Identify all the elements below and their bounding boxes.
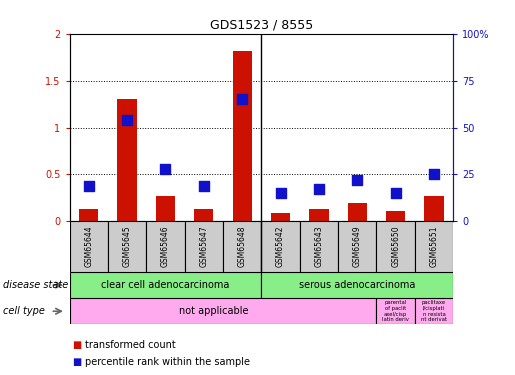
Text: GSM65646: GSM65646 bbox=[161, 225, 170, 267]
Bar bbox=[261, 272, 453, 298]
Text: clear cell adenocarcinoma: clear cell adenocarcinoma bbox=[101, 280, 230, 290]
Point bbox=[238, 96, 246, 102]
Text: transformed count: transformed count bbox=[85, 340, 176, 350]
Text: paclitaxe
l/cisplati
n resista
nt derivat: paclitaxe l/cisplati n resista nt deriva… bbox=[421, 300, 447, 322]
Text: GSM65648: GSM65648 bbox=[238, 225, 247, 267]
Bar bbox=[415, 298, 453, 324]
Bar bbox=[300, 221, 338, 272]
Text: cell type: cell type bbox=[3, 306, 44, 316]
Text: GSM65642: GSM65642 bbox=[276, 225, 285, 267]
Bar bbox=[261, 221, 300, 272]
Point bbox=[277, 190, 285, 196]
Bar bbox=[184, 221, 223, 272]
Text: GSM65651: GSM65651 bbox=[430, 225, 438, 267]
Point bbox=[353, 177, 362, 183]
Bar bbox=[194, 209, 213, 221]
Bar bbox=[70, 272, 261, 298]
Bar bbox=[424, 196, 443, 221]
Point bbox=[84, 183, 93, 189]
Bar bbox=[233, 51, 252, 221]
Bar bbox=[156, 196, 175, 221]
Bar bbox=[108, 221, 146, 272]
Text: serous adenocarcinoma: serous adenocarcinoma bbox=[299, 280, 416, 290]
Text: GSM65649: GSM65649 bbox=[353, 225, 362, 267]
Text: percentile rank within the sample: percentile rank within the sample bbox=[85, 357, 250, 367]
Text: not applicable: not applicable bbox=[179, 306, 248, 316]
Text: GSM65645: GSM65645 bbox=[123, 225, 131, 267]
Text: disease state: disease state bbox=[3, 280, 68, 290]
Bar bbox=[338, 221, 376, 272]
Bar bbox=[117, 99, 136, 221]
Text: ■: ■ bbox=[72, 340, 81, 350]
Point bbox=[200, 183, 208, 189]
Title: GDS1523 / 8555: GDS1523 / 8555 bbox=[210, 18, 313, 31]
Bar bbox=[146, 221, 184, 272]
Text: GSM65650: GSM65650 bbox=[391, 225, 400, 267]
Point bbox=[161, 166, 169, 172]
Point bbox=[391, 190, 400, 196]
Text: ■: ■ bbox=[72, 357, 81, 367]
Text: GSM65643: GSM65643 bbox=[315, 225, 323, 267]
Bar bbox=[79, 209, 98, 221]
Text: parental
of paclit
axel/cisp
latin deriv: parental of paclit axel/cisp latin deriv bbox=[382, 300, 409, 322]
Bar bbox=[310, 209, 329, 221]
Text: GSM65644: GSM65644 bbox=[84, 225, 93, 267]
Text: GSM65647: GSM65647 bbox=[199, 225, 208, 267]
Point bbox=[315, 186, 323, 192]
Bar bbox=[348, 202, 367, 221]
Point bbox=[123, 117, 131, 123]
Bar bbox=[70, 221, 108, 272]
Bar bbox=[386, 211, 405, 221]
Bar bbox=[223, 221, 261, 272]
Bar bbox=[376, 221, 415, 272]
Bar bbox=[415, 221, 453, 272]
Bar bbox=[70, 298, 376, 324]
Point bbox=[430, 171, 438, 177]
Bar bbox=[271, 213, 290, 221]
Bar bbox=[376, 298, 415, 324]
